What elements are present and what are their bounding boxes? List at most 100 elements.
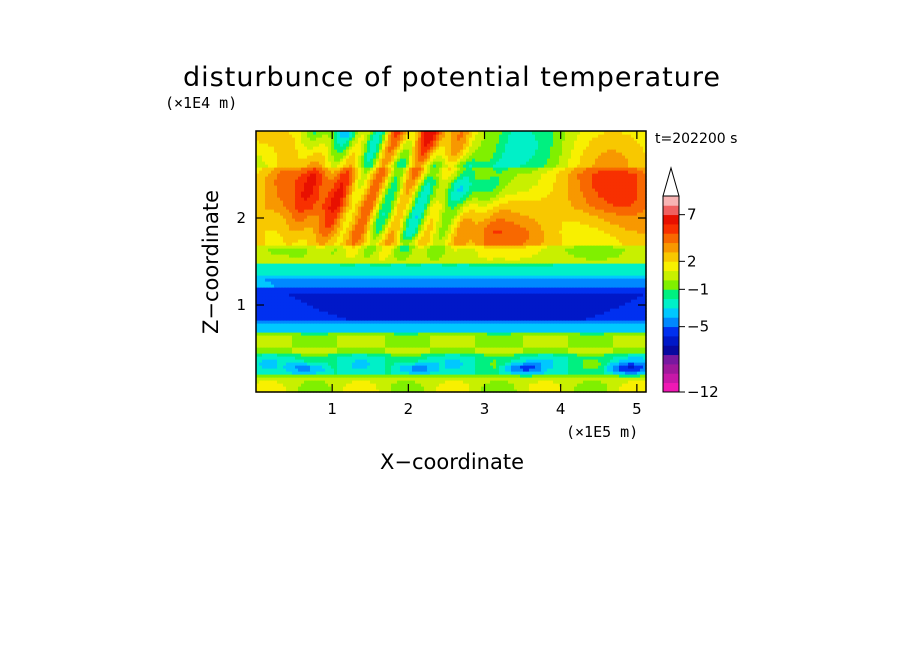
contour-cell [556,305,560,309]
contour-cell [298,329,302,333]
contour-cell [514,353,518,357]
contour-cell [553,380,557,384]
contour-cell [415,287,419,291]
contour-cell [490,365,494,369]
contour-cell [439,302,443,306]
contour-cell [424,374,428,378]
contour-cell [436,332,440,336]
contour-cell [379,284,383,288]
contour-cell [298,347,302,351]
contour-cell [568,332,572,336]
contour-cell [529,335,533,339]
contour-cell [430,314,434,318]
contour-cell [283,299,287,303]
contour-cell [265,365,269,369]
contour-cell [355,308,359,312]
contour-cell [412,281,416,285]
contour-cell [643,314,647,318]
contour-cell [445,353,449,357]
contour-cell [544,335,548,339]
contour-cell [355,383,359,387]
contour-cell [346,323,350,327]
contour-cell [472,335,476,339]
contour-cell [538,377,542,381]
contour-cell [358,314,362,318]
contour-cell [457,341,461,345]
contour-cell [403,335,407,339]
contour-cell [370,341,374,345]
contour-cell [400,308,404,312]
contour-cell [262,290,266,294]
contour-cell [316,383,320,387]
contour-cell [277,287,281,291]
contour-cell [274,356,278,360]
contour-cell [523,317,527,321]
contour-cell [298,350,302,354]
contour-cell [274,338,278,342]
contour-cell [262,335,266,339]
contour-cell [397,305,401,309]
contour-cell [514,302,518,306]
contour-cell [334,287,338,291]
contour-cell [367,377,371,381]
contour-cell [631,374,635,378]
contour-cell [301,383,305,387]
contour-cell [487,287,491,291]
contour-cell [508,281,512,285]
contour-cell [394,344,398,348]
contour-cell [313,380,317,384]
contour-cell [592,371,596,375]
contour-cell [391,389,395,393]
contour-cell [274,329,278,333]
contour-cell [346,281,350,285]
contour-cell [643,353,647,357]
contour-cell [505,293,509,297]
contour-cell [286,338,290,342]
contour-cell [349,335,353,339]
contour-cell [295,308,299,312]
contour-cell [418,335,422,339]
contour-cell [637,299,641,303]
contour-cell [493,347,497,351]
contour-cell [430,278,434,282]
contour-cell [283,278,287,282]
contour-cell [379,380,383,384]
contour-cell [313,275,317,279]
contour-cell [412,383,416,387]
contour-cell [436,281,440,285]
contour-cell [505,323,509,327]
contour-cell [604,335,608,339]
contour-cell [616,341,620,345]
contour-cell [574,380,578,384]
contour-cell [364,374,368,378]
contour-cell [637,320,641,324]
contour-cell [307,371,311,375]
contour-cell [586,332,590,336]
contour-cell [637,386,641,390]
contour-cell [586,302,590,306]
contour-cell [544,311,548,315]
contour-cell [322,338,326,342]
contour-cell [388,371,392,375]
contour-cell [577,359,581,363]
contour-cell [265,350,269,354]
contour-cell [259,281,263,285]
contour-cell [427,359,431,363]
contour-cell [271,311,275,315]
contour-cell [607,383,611,387]
contour-cell [613,302,617,306]
contour-cell [328,323,332,327]
contour-cell [472,389,476,393]
contour-cell [463,314,467,318]
contour-cell [523,308,527,312]
contour-cell [640,353,644,357]
contour-cell [520,278,524,282]
contour-cell [346,320,350,324]
contour-cell [643,362,647,366]
contour-cell [331,359,335,363]
contour-cell [559,293,563,297]
contour-cell [553,299,557,303]
contour-cell [322,344,326,348]
contour-cell [310,290,314,294]
contour-cell [499,380,503,384]
